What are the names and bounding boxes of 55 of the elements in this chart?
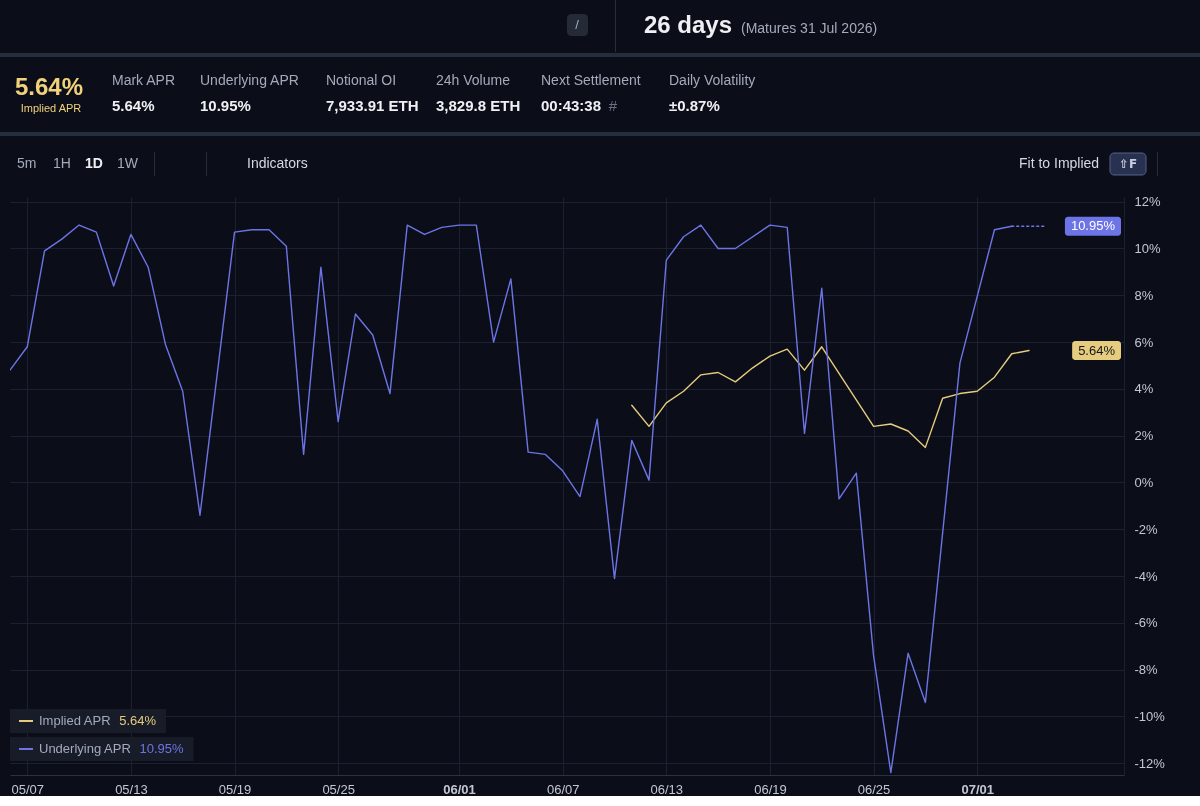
text: 10.95%: [200, 97, 251, 114]
annotation: 10.95%: [139, 741, 184, 756]
x-tick-label: 05/25: [322, 781, 355, 797]
text: 1W: [117, 155, 139, 171]
text: 1H: [53, 155, 71, 171]
text: /: [575, 17, 580, 32]
text: Mark APR: [112, 72, 176, 88]
x-tick-label: 06/13: [650, 781, 684, 797]
text: 5.64%: [112, 97, 155, 114]
text: 00:43:38: [541, 97, 602, 114]
annotation: 10.95%: [1070, 218, 1116, 234]
x-tick-label: 06/01: [443, 781, 476, 797]
y-tick-label: 12%: [1134, 194, 1161, 210]
text: Next Settlement: [541, 72, 641, 88]
y-tick-label: -2%: [1134, 521, 1159, 537]
y-tick-label: -8%: [1134, 662, 1159, 678]
y-tick-label: -6%: [1134, 615, 1159, 631]
y-tick-label: 4%: [1134, 381, 1154, 397]
x-tick-label: 07/01: [961, 781, 994, 797]
annotation: 5.64%: [119, 713, 157, 728]
x-tick-label: 06/07: [546, 781, 580, 797]
text: 5m: [17, 155, 37, 171]
text: Indicators: [247, 155, 308, 171]
chart-title: 26 days: [644, 11, 733, 38]
text: 5.64%: [15, 73, 84, 100]
text: Daily Volatility: [669, 72, 756, 88]
x-tick-label: 05/13: [115, 781, 148, 797]
text: ⇧F: [1118, 157, 1138, 171]
text: 24h Volume: [436, 72, 511, 88]
y-tick-label: 2%: [1134, 428, 1154, 444]
y-tick-label: 6%: [1134, 334, 1154, 350]
y-tick-label: 8%: [1134, 287, 1154, 303]
x-tick-label: 05/07: [11, 781, 45, 797]
text: 7,933.91 ETH: [326, 97, 419, 114]
text: Fit to Implied: [1019, 155, 1100, 171]
text: ±0.87%: [669, 97, 720, 114]
y-tick-label: -10%: [1134, 709, 1166, 724]
text: Notional OI: [326, 72, 397, 88]
x-tick-label: 06/25: [857, 781, 891, 797]
y-tick-label: 0%: [1134, 474, 1154, 490]
legend-label: Implied APR: [39, 713, 111, 728]
chart-subtitle: (Matures 31 Jul 2026): [741, 20, 878, 36]
y-tick-label: -12%: [1134, 755, 1166, 771]
legend-label: Underlying APR: [39, 741, 131, 756]
line-series: [631, 346, 1030, 449]
y-tick-label: -4%: [1134, 568, 1159, 584]
x-tick-label: 05/19: [218, 781, 252, 797]
text: #: [608, 97, 618, 114]
y-tick-label: 10%: [1134, 240, 1161, 256]
text: Underlying APR: [200, 72, 299, 88]
text: 3,829.8 ETH: [436, 97, 521, 114]
x-tick-label: 06/19: [754, 781, 787, 797]
annotation: 5.64%: [1078, 342, 1116, 358]
text: Implied APR: [20, 102, 82, 114]
text: 1D: [85, 155, 103, 171]
